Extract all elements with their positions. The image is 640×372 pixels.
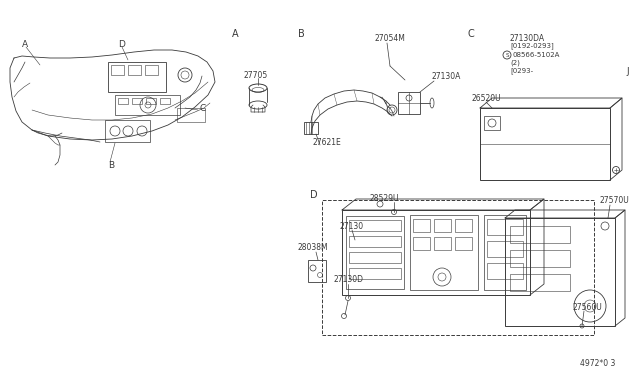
Bar	[128, 65, 141, 75]
Text: 27130A: 27130A	[432, 71, 461, 80]
Bar	[349, 268, 401, 279]
Bar	[146, 98, 156, 104]
Bar	[398, 92, 420, 114]
Bar	[455, 237, 472, 250]
Bar	[487, 241, 523, 257]
Text: 28038M: 28038M	[298, 244, 328, 253]
Text: 28529U: 28529U	[370, 193, 399, 202]
Text: J: J	[626, 67, 628, 76]
Bar	[484, 116, 500, 130]
Text: 27130DA: 27130DA	[510, 33, 545, 42]
Bar	[510, 274, 570, 291]
Text: (2): (2)	[510, 60, 520, 66]
Text: 27705: 27705	[244, 71, 268, 80]
Bar	[505, 218, 615, 326]
Bar	[111, 65, 124, 75]
Bar	[308, 260, 326, 282]
Bar	[510, 250, 570, 267]
Text: S: S	[505, 52, 509, 58]
Bar	[160, 98, 170, 104]
Bar	[487, 219, 523, 235]
Text: D: D	[310, 190, 317, 200]
Bar	[105, 120, 150, 142]
Bar	[434, 237, 451, 250]
Bar	[322, 200, 594, 335]
Text: 27570U: 27570U	[600, 196, 630, 205]
Bar	[304, 122, 318, 134]
Text: B: B	[298, 29, 305, 39]
Bar	[410, 215, 478, 290]
Text: 27130D: 27130D	[334, 276, 364, 285]
Bar	[346, 216, 404, 289]
Bar	[484, 215, 526, 290]
Text: D: D	[118, 39, 125, 48]
Bar	[455, 219, 472, 232]
Bar	[115, 95, 180, 115]
Bar	[342, 210, 530, 295]
Text: 27130: 27130	[340, 221, 364, 231]
Text: A: A	[232, 29, 239, 39]
Bar	[145, 65, 158, 75]
Bar	[510, 226, 570, 243]
Bar	[413, 219, 430, 232]
Bar	[177, 108, 205, 122]
Text: [0192-0293]: [0192-0293]	[510, 43, 554, 49]
Bar	[349, 252, 401, 263]
Text: 26520U: 26520U	[472, 93, 502, 103]
Text: C: C	[200, 103, 206, 112]
Bar	[349, 220, 401, 231]
Text: [0293-: [0293-	[510, 68, 533, 74]
Bar	[108, 62, 166, 92]
Bar	[487, 263, 523, 279]
Bar	[480, 108, 610, 180]
Text: A: A	[22, 39, 28, 48]
Text: C: C	[468, 29, 475, 39]
Bar	[413, 237, 430, 250]
Text: 27560U: 27560U	[573, 304, 603, 312]
Text: 4972*0 3: 4972*0 3	[580, 359, 616, 369]
Bar	[132, 98, 142, 104]
Bar	[349, 236, 401, 247]
Text: B: B	[108, 160, 114, 170]
Bar	[434, 219, 451, 232]
Text: 27621E: 27621E	[313, 138, 342, 147]
Text: 27054M: 27054M	[375, 33, 406, 42]
Bar	[118, 98, 128, 104]
Text: 08566-5102A: 08566-5102A	[513, 52, 561, 58]
